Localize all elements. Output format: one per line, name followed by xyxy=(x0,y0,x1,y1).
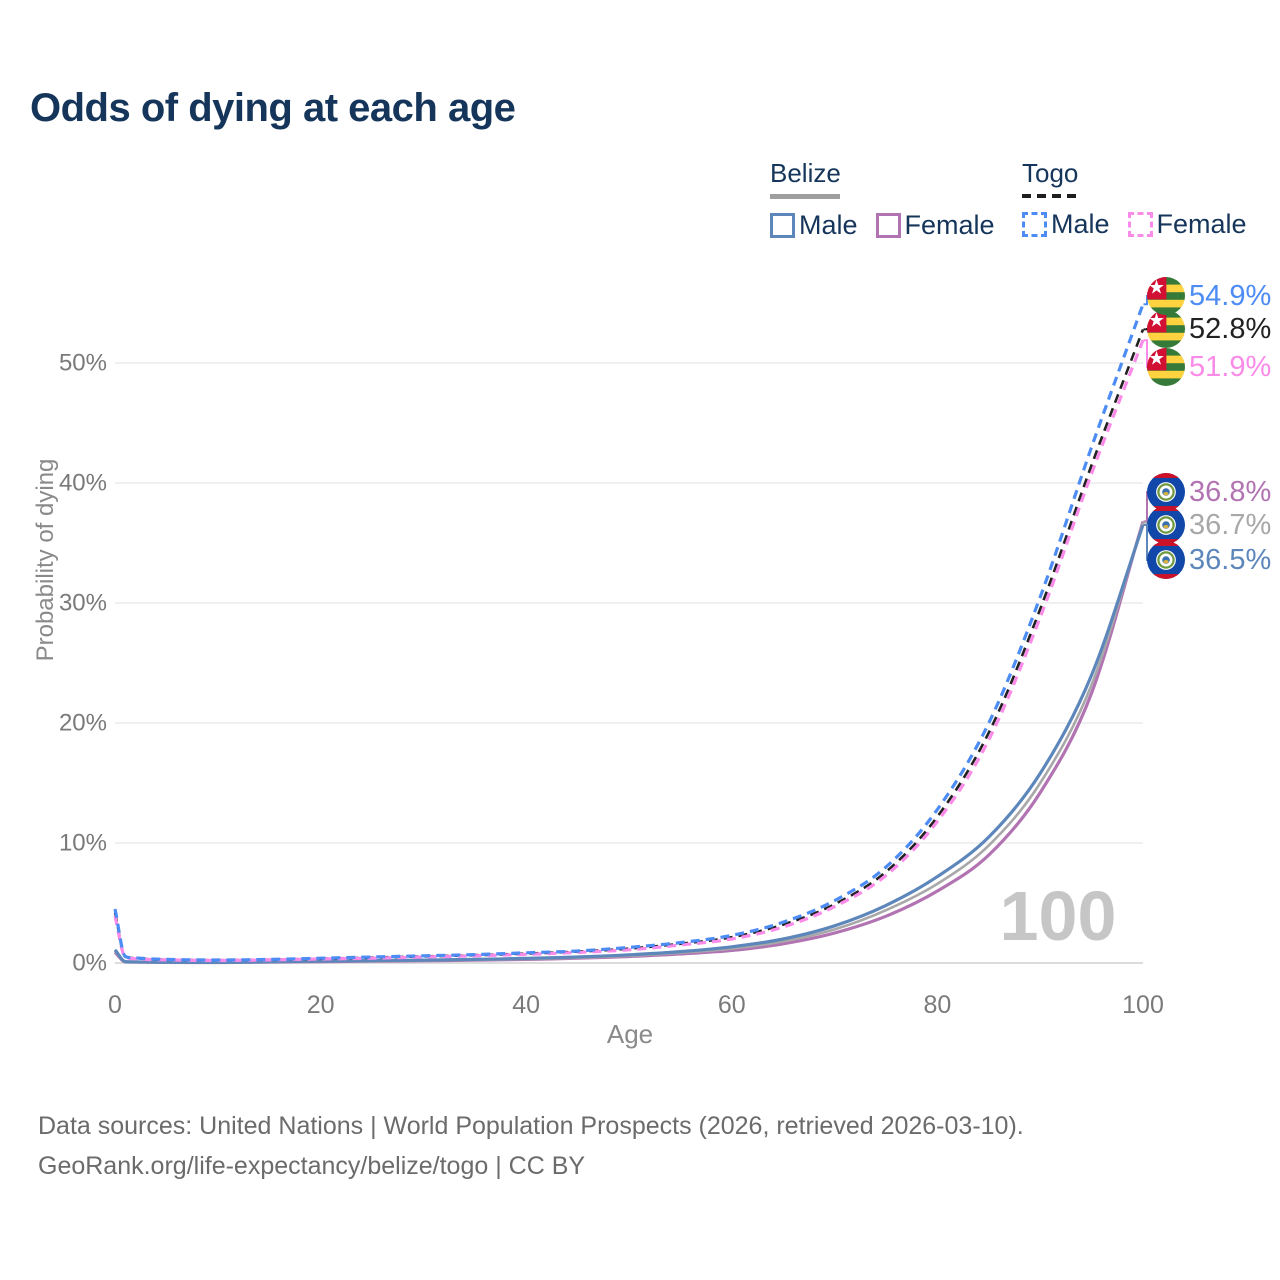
end-value-label-togo-male: 54.9% xyxy=(1189,280,1271,312)
legend-item-label: Female xyxy=(904,210,995,240)
x-tick-label: 0 xyxy=(108,991,122,1019)
togo-female-swatch-icon xyxy=(1127,212,1153,237)
togo-male-swatch-icon xyxy=(1022,212,1047,237)
end-value-label-belize-male: 36.5% xyxy=(1189,544,1271,576)
belize-male-swatch-icon xyxy=(770,213,795,238)
legend-item-belize-male[interactable]: Male xyxy=(770,210,858,241)
y-tick-label: 40% xyxy=(59,470,107,497)
y-tick-label: 20% xyxy=(59,710,107,737)
legend-togo-title: Togo xyxy=(1022,158,1079,188)
series-line-togo-male xyxy=(113,303,1145,962)
page-title: Odds of dying at each age xyxy=(30,86,516,130)
series-line-belize-female xyxy=(113,520,1145,965)
legend-group-belize: Belize Male Female xyxy=(770,158,995,241)
legend-item-label: Female xyxy=(1156,209,1247,239)
legend-item-label: Male xyxy=(799,210,858,240)
belize-flag-icon xyxy=(1147,473,1185,511)
y-tick-label: 0% xyxy=(72,950,107,977)
y-tick-label: 10% xyxy=(59,830,107,857)
legend-belize-items: Male Female xyxy=(770,210,995,241)
legend-belize-underline xyxy=(770,194,840,199)
legend-group-togo: Togo Male Female xyxy=(1022,158,1247,240)
belize-flag-icon xyxy=(1147,506,1185,544)
x-tick-label: 40 xyxy=(512,991,540,1019)
series-line-togo-total xyxy=(113,328,1145,962)
end-value-label-belize-female: 36.8% xyxy=(1189,476,1271,508)
legend-item-label: Male xyxy=(1051,209,1110,239)
svg-text:★: ★ xyxy=(1148,349,1165,370)
legend-belize-title: Belize xyxy=(770,158,841,188)
svg-text:★: ★ xyxy=(1148,278,1165,299)
legend-item-belize-female[interactable]: Female xyxy=(875,210,995,241)
series-line-belize-total xyxy=(114,522,1145,964)
togo-flag-icon: ★ xyxy=(1147,310,1185,348)
legend-togo-underline xyxy=(1022,194,1078,198)
x-tick-label: 80 xyxy=(923,991,951,1019)
y-axis-title: Probability of dying xyxy=(32,458,59,662)
togo-flag-icon: ★ xyxy=(1147,348,1185,386)
togo-flag-icon: ★ xyxy=(1147,277,1185,315)
x-tick-label: 60 xyxy=(718,991,746,1019)
series-line-togo-female xyxy=(113,339,1145,963)
belize-female-swatch-icon xyxy=(875,213,901,238)
end-value-label-belize-total: 36.7% xyxy=(1189,509,1271,541)
end-value-label-togo-total: 52.8% xyxy=(1189,313,1271,345)
age-counter-watermark: 100 xyxy=(999,877,1117,955)
legend-togo-items: Male Female xyxy=(1022,209,1247,240)
y-tick-label: 50% xyxy=(59,350,107,377)
belize-flag-icon xyxy=(1147,541,1185,579)
x-tick-label: 20 xyxy=(307,991,335,1019)
legend-item-togo-female[interactable]: Female xyxy=(1127,209,1247,240)
x-tick-label: 100 xyxy=(1122,991,1164,1019)
y-tick-label: 30% xyxy=(59,590,107,617)
footer-attribution-line: GeoRank.org/life-expectancy/belize/togo … xyxy=(38,1152,586,1180)
series-line-belize-male xyxy=(113,524,1145,964)
footer: Data sources: United Nations | World Pop… xyxy=(38,1106,1024,1186)
footer-sources-line: Data sources: United Nations | World Pop… xyxy=(38,1112,1024,1140)
legend-item-togo-male[interactable]: Male xyxy=(1022,209,1110,240)
end-value-label-togo-female: 51.9% xyxy=(1189,351,1271,383)
x-axis-title: Age xyxy=(606,1019,654,1049)
